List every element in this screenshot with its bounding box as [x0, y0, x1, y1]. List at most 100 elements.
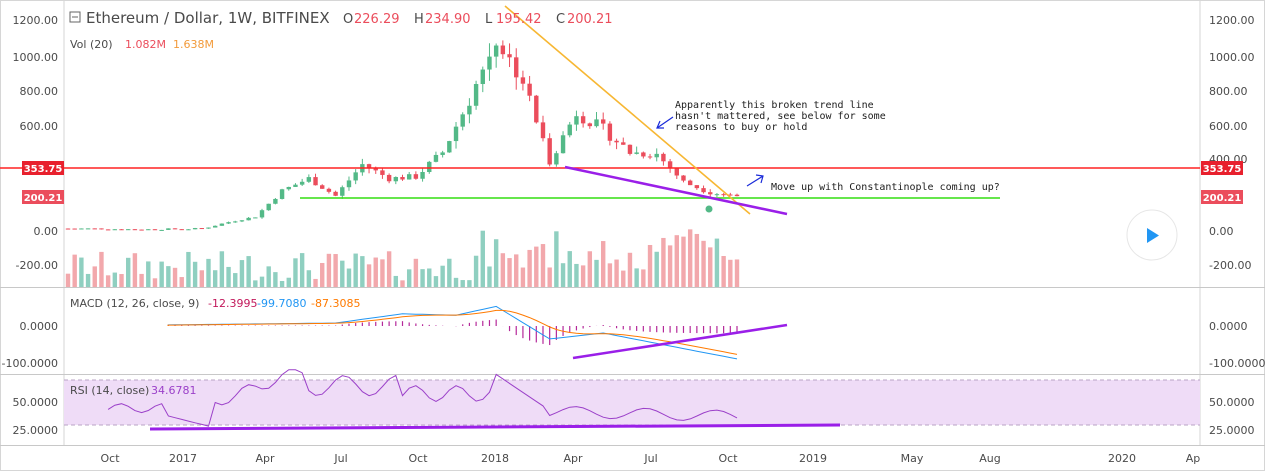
candle-body — [266, 203, 271, 211]
candle-body — [674, 168, 679, 176]
volume-value-a: 1.082M — [125, 38, 166, 51]
last-price-tag-right — [1201, 190, 1243, 204]
ohlc-value: 200.21 — [567, 12, 613, 27]
purple-trend-line[interactable] — [564, 165, 788, 216]
candle-body — [594, 119, 599, 127]
candle-body — [340, 187, 345, 196]
volume-bar — [627, 252, 633, 287]
volume-bar — [447, 258, 452, 287]
candle-body — [326, 188, 332, 192]
price-tick: 1000.00 — [1209, 51, 1255, 64]
price-tick: 600.00 — [20, 120, 59, 133]
volume-bar — [467, 280, 472, 287]
volume-bar — [567, 251, 572, 287]
volume-bar — [360, 256, 365, 287]
candle-body — [212, 225, 218, 228]
candle-body — [607, 123, 613, 141]
candle-body — [159, 229, 164, 231]
candle-body — [554, 153, 559, 165]
candle-body — [627, 144, 633, 154]
volume-bar — [320, 262, 325, 287]
candle-body — [514, 57, 519, 78]
rsi-line — [107, 369, 738, 427]
volume-bar — [306, 270, 312, 287]
candle-body — [460, 114, 465, 127]
candle-body — [293, 184, 298, 187]
candle-body — [507, 54, 512, 58]
volume-bar — [246, 256, 251, 287]
candle-body — [313, 177, 318, 186]
volume-bar — [641, 269, 646, 287]
time-axis: Oct 2017 Apr Jul Oct 2018 Apr Jul Oct 2019 May Aug 2… — [100, 452, 1200, 465]
candle-body — [112, 229, 118, 231]
volume-bar — [139, 273, 144, 287]
volume-bar — [293, 258, 298, 287]
volume-bar — [199, 270, 204, 287]
volume-bar — [520, 267, 526, 287]
volume-bar — [681, 236, 686, 287]
volume-bar — [72, 254, 77, 287]
candle-body — [393, 177, 399, 182]
candle-body — [614, 140, 619, 143]
volume-bar — [674, 235, 679, 287]
volume-bar — [701, 240, 706, 287]
time-tick: Oct — [718, 452, 738, 465]
volume-bar — [507, 258, 512, 287]
candle-body — [166, 228, 171, 230]
ohlc-key: C — [556, 12, 565, 27]
candle-body — [306, 177, 312, 182]
candle-body — [320, 185, 325, 189]
time-tick: Oct — [100, 452, 120, 465]
rsi-tick: 50.0000 — [1209, 396, 1255, 409]
volume-bars — [65, 229, 740, 287]
volume-bar — [313, 278, 318, 287]
candle-body — [333, 191, 338, 196]
volume-bar — [386, 251, 392, 287]
candle-body — [447, 141, 452, 153]
candle-body — [199, 228, 204, 230]
annotation-line: hasn't mattered, see below for some — [675, 111, 886, 122]
volume-bar — [607, 263, 613, 287]
candle-body — [65, 228, 71, 230]
candle-body — [654, 153, 659, 158]
macd-trend-line[interactable] — [572, 323, 788, 360]
candle-body — [186, 229, 191, 231]
last-price-tag — [22, 190, 64, 204]
volume-bar — [273, 272, 278, 287]
volume-bar — [540, 244, 546, 287]
candle-body — [246, 217, 251, 221]
volume-bar — [206, 258, 211, 287]
time-tick: Jul — [333, 452, 347, 465]
candle-body — [192, 228, 198, 230]
play-button[interactable] — [1126, 209, 1178, 261]
price-tick: -200.00 — [16, 259, 58, 272]
candle-body — [473, 84, 479, 106]
volume-bar — [594, 259, 599, 287]
volume-bar — [413, 258, 419, 287]
volume-bar — [212, 270, 218, 287]
candle-body — [681, 175, 686, 181]
time-tick: Apr — [563, 452, 583, 465]
candle-body — [172, 228, 178, 230]
candle-body — [467, 105, 472, 115]
rsi-label: RSI (14, close) — [70, 384, 149, 397]
collapse-icon[interactable] — [69, 11, 81, 23]
volume-bar — [694, 233, 700, 287]
volume-bar — [366, 264, 372, 287]
candle-body — [233, 221, 238, 223]
candle-body — [373, 168, 378, 171]
candle-body — [580, 116, 586, 124]
price-tick: 800.00 — [1209, 85, 1248, 98]
price-tick: 0.00 — [1209, 225, 1234, 238]
downtrend-line[interactable] — [504, 5, 751, 215]
ohlc-value: 226.29 — [354, 12, 400, 27]
rsi-trend-line[interactable] — [149, 423, 841, 431]
volume-bar — [353, 253, 358, 287]
candle-body — [560, 135, 566, 154]
volume-bar — [427, 268, 432, 287]
ohlc-key: L — [485, 12, 493, 27]
candle-body — [286, 186, 291, 190]
time-tick: Aug — [979, 452, 1000, 465]
